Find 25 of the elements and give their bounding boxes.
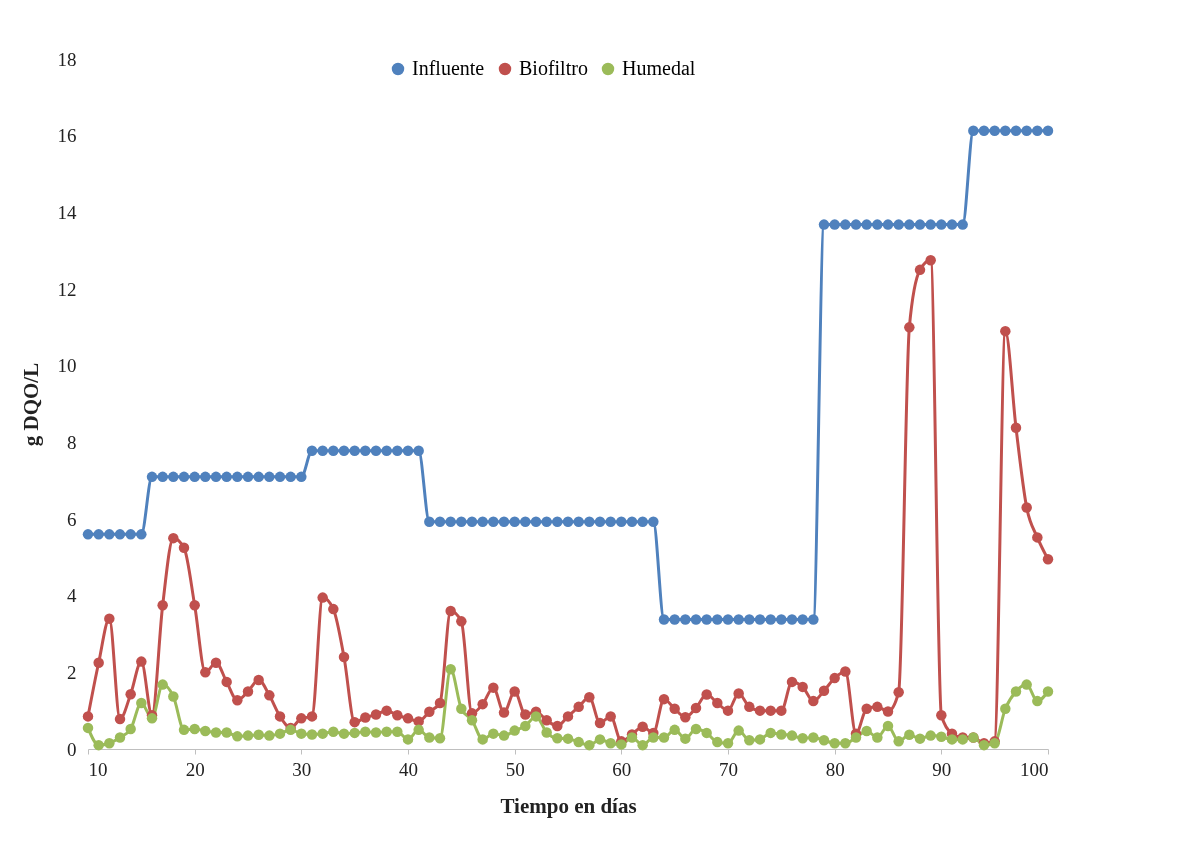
y-tick-label: 4	[67, 585, 77, 607]
legend-label: Biofiltro	[519, 57, 588, 79]
x-tick-label: 40	[399, 758, 418, 780]
x-axis-title: Tiempo en días	[500, 793, 637, 818]
y-tick-label: 0	[67, 738, 77, 760]
y-tick-label: 8	[67, 431, 77, 453]
x-tick-label: 100	[1020, 758, 1049, 780]
y-axis-title: g DQO/L	[18, 362, 43, 447]
x-tick-label: 20	[185, 758, 205, 780]
x-tick-label: 30	[292, 758, 312, 780]
y-tick-label: 10	[57, 355, 77, 377]
y-tick-label: 16	[57, 125, 77, 147]
x-tick-label: 10	[88, 758, 108, 780]
x-tick-label: 60	[612, 758, 632, 780]
y-tick-label: 12	[57, 278, 77, 300]
y-tick-label: 14	[57, 201, 77, 223]
x-tick-label: 90	[932, 758, 952, 780]
y-tick-label: 6	[67, 508, 77, 530]
x-tick-label: 50	[505, 758, 525, 780]
legend-label: Influente	[412, 57, 485, 79]
legend-label: Humedal	[622, 57, 696, 79]
x-tick-label: 70	[719, 758, 738, 780]
x-tick-label: 80	[825, 758, 845, 780]
y-tick-label: 18	[57, 48, 77, 70]
y-tick-label: 2	[67, 661, 77, 683]
